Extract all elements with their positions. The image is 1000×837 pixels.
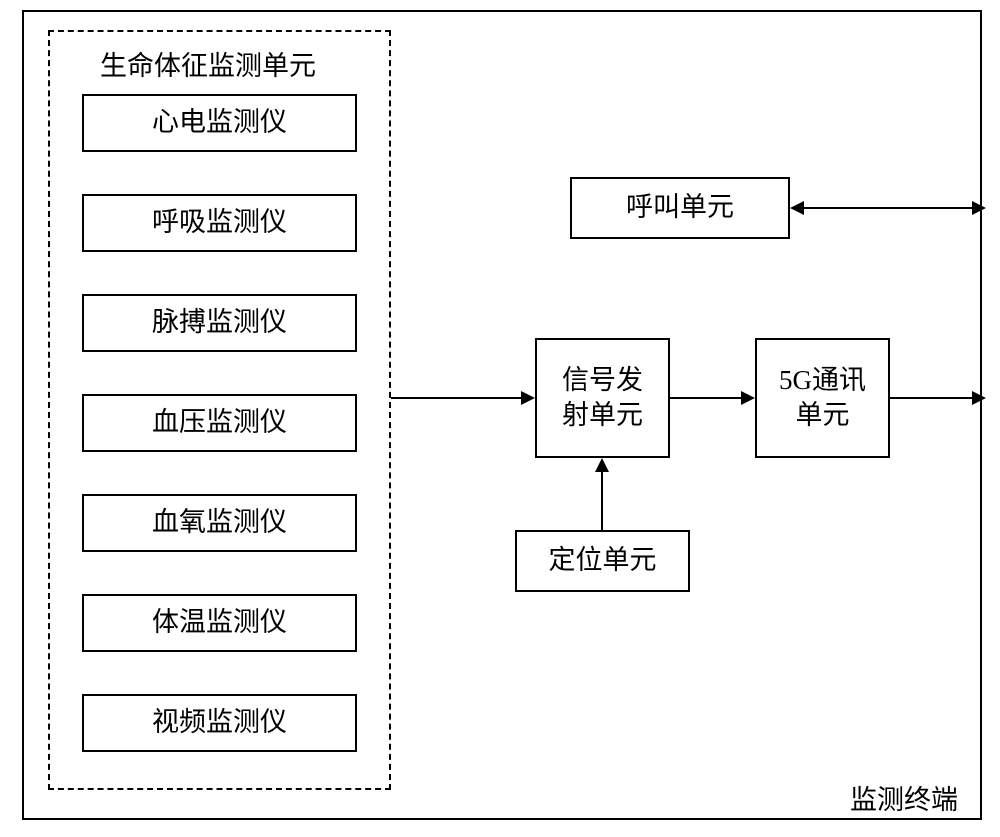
- arrow-call-bidir-head-left: [790, 201, 804, 215]
- monitor-respiration: 呼吸监测仪: [82, 194, 357, 252]
- arrow-vitals-to-signal-head: [521, 391, 535, 405]
- signal-transmit-unit: 信号发 射单元: [535, 338, 670, 458]
- monitor-pulse: 脉搏监测仪: [82, 294, 357, 352]
- monitor-temperature: 体温监测仪: [82, 594, 357, 652]
- monitor-ecg: 心电监测仪: [82, 94, 357, 152]
- call-unit: 呼叫单元: [570, 177, 790, 239]
- monitor-blood-pressure: 血压监测仪: [82, 394, 357, 452]
- arrow-call-bidir-head-right: [972, 201, 986, 215]
- vital-signs-group-title: 生命体征监测单元: [100, 44, 316, 83]
- outer-container-label: 监测终端: [850, 778, 958, 817]
- monitor-video: 视频监测仪: [82, 694, 357, 752]
- arrow-call-bidir: [804, 207, 972, 209]
- arrow-vitals-to-signal: [391, 397, 521, 399]
- comm-5g-unit: 5G通讯 单元: [755, 338, 890, 458]
- arrow-signal-to-comm-head: [741, 391, 755, 405]
- monitor-spo2: 血氧监测仪: [82, 494, 357, 552]
- arrow-comm-to-edge-head: [972, 391, 986, 405]
- location-unit: 定位单元: [515, 530, 690, 592]
- arrow-signal-to-comm: [670, 397, 741, 399]
- arrow-location-to-signal-head: [595, 458, 609, 472]
- arrow-comm-to-edge: [890, 397, 972, 399]
- diagram-canvas: 监测终端 生命体征监测单元 心电监测仪 呼吸监测仪 脉搏监测仪 血压监测仪 血氧…: [0, 0, 1000, 837]
- arrow-location-to-signal: [601, 472, 603, 530]
